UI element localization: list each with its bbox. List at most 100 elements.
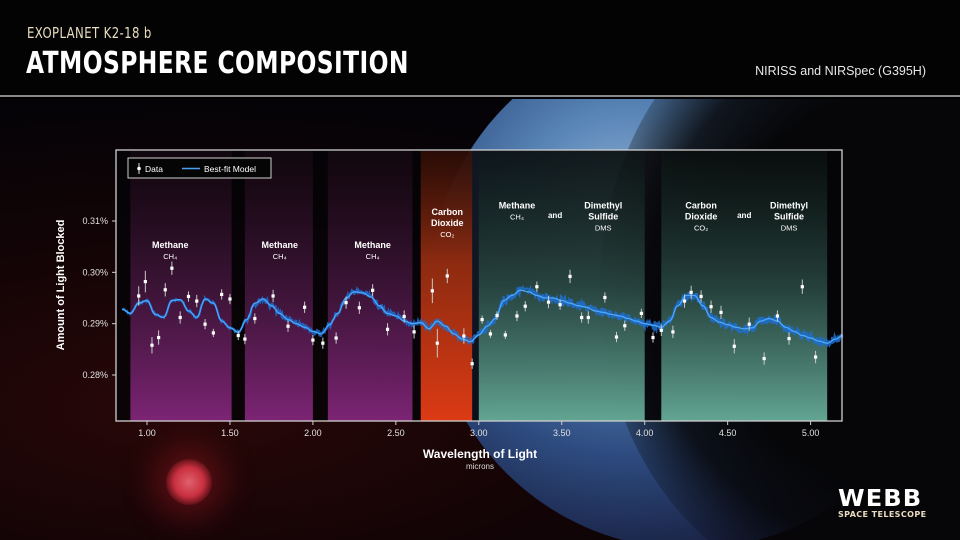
legend-model-label: Best-fit Model — [204, 164, 256, 174]
y-tick-label: 0.29% — [82, 319, 108, 329]
webb-logo: WEBB SPACE TELESCOPE — [838, 486, 926, 519]
band-label-text: Dioxide — [685, 212, 718, 222]
data-point — [344, 296, 348, 309]
header: EXOPLANET K2-18 b ATMOSPHERE COMPOSITION… — [0, 0, 960, 97]
band-label-text: DMS — [595, 224, 612, 233]
data-point — [568, 269, 572, 284]
band-label-text: Dioxide — [431, 218, 464, 228]
data-point — [699, 290, 703, 303]
data-point — [651, 332, 655, 343]
band-co2-3 — [420, 151, 473, 421]
data-point — [321, 337, 325, 349]
data-points — [137, 261, 818, 369]
legend-data-label: Data — [145, 164, 163, 174]
data-point — [157, 330, 161, 345]
band-label-text: and — [737, 211, 751, 220]
x-tick-label: 2.50 — [387, 428, 405, 438]
band-label-text: Carbon — [685, 201, 717, 211]
band-labels: MethaneCH₄MethaneCH₄MethaneCH₄CarbonDiox… — [152, 201, 808, 262]
data-point — [303, 301, 307, 313]
x-axis-label: Wavelength of Light — [423, 447, 537, 461]
y-tick-label: 0.31% — [82, 216, 108, 226]
y-axis-ticks: 0.28% 0.29% 0.30% 0.31% — [82, 216, 116, 380]
data-point — [732, 339, 736, 354]
data-point — [523, 301, 527, 312]
data-point — [195, 294, 199, 308]
data-point — [311, 334, 315, 346]
band-label-text: Sulfide — [774, 212, 804, 222]
red-dwarf-star — [166, 459, 212, 505]
x-tick-label: 3.50 — [553, 428, 571, 438]
data-point — [228, 293, 232, 305]
data-point — [787, 332, 791, 345]
data-point — [580, 312, 584, 323]
data-point — [163, 283, 167, 297]
data-point — [385, 323, 390, 336]
data-point — [639, 308, 643, 319]
data-point — [488, 329, 493, 339]
band-label-text: CH₄ — [366, 252, 380, 261]
data-point — [402, 310, 406, 323]
data-point — [586, 311, 590, 324]
x-tick-label: 4.00 — [636, 428, 654, 438]
band-label-text: Dimethyl — [770, 201, 808, 211]
x-tick-label: 2.00 — [304, 428, 322, 438]
data-point — [462, 328, 466, 344]
band-label-text: CH₄ — [510, 213, 524, 222]
data-point — [546, 295, 551, 309]
data-point — [253, 313, 257, 324]
band-label-text: CH₄ — [273, 252, 287, 261]
band-label-text: Methane — [152, 240, 189, 250]
band-label-text: CH₄ — [163, 252, 177, 261]
data-point — [271, 289, 275, 303]
data-point — [762, 352, 766, 365]
x-tick-label: 3.00 — [470, 428, 488, 438]
page-title: ATMOSPHERE COMPOSITION — [26, 46, 409, 81]
band-methane-2 — [327, 151, 413, 421]
data-point — [689, 285, 693, 300]
data-point — [286, 320, 290, 332]
data-point — [143, 270, 147, 293]
x-axis-ticks: 1.00 1.50 2.00 2.50 3.00 3.50 4.00 4.50 5.00 — [138, 421, 819, 438]
band-label-text: CO₂ — [440, 230, 454, 239]
data-point — [614, 331, 619, 343]
data-point — [503, 330, 507, 340]
data-point — [435, 328, 439, 358]
data-point — [659, 324, 663, 336]
x-tick-label: 4.50 — [719, 428, 737, 438]
band-label-text: and — [548, 211, 562, 220]
band-methane-0 — [130, 151, 232, 421]
band-mixed-5 — [661, 151, 828, 421]
band-label-text: Carbon — [432, 207, 464, 217]
data-point — [334, 332, 338, 344]
band-label-text: Sulfide — [588, 212, 618, 222]
data-point — [243, 333, 247, 345]
data-point — [445, 268, 449, 284]
webb-tagline: SPACE TELESCOPE — [838, 510, 927, 519]
y-tick-label: 0.30% — [82, 267, 108, 277]
data-point — [480, 315, 484, 324]
webb-wordmark: WEBB — [838, 486, 923, 512]
x-axis-unit: microns — [466, 462, 494, 471]
data-point — [603, 292, 607, 303]
data-point — [236, 330, 240, 341]
band-label-text: Methane — [261, 240, 298, 250]
data-point-legend-icon — [137, 166, 141, 171]
x-tick-label: 1.00 — [138, 428, 156, 438]
data-point — [170, 261, 174, 275]
data-point — [357, 301, 361, 314]
band-label-text: DMS — [781, 224, 798, 233]
subtitle: EXOPLANET K2-18 b — [27, 24, 152, 42]
absorption-bands — [130, 151, 828, 421]
data-point — [682, 294, 687, 308]
band-label-text: CO₂ — [694, 224, 708, 233]
x-tick-label: 1.50 — [221, 428, 239, 438]
data-point — [800, 279, 804, 294]
data-point — [515, 310, 519, 322]
best-fit-model-line — [121, 284, 844, 349]
data-point — [775, 310, 780, 322]
data-point — [150, 337, 154, 354]
x-tick-label: 5.00 — [802, 428, 820, 438]
data-point — [623, 320, 627, 331]
